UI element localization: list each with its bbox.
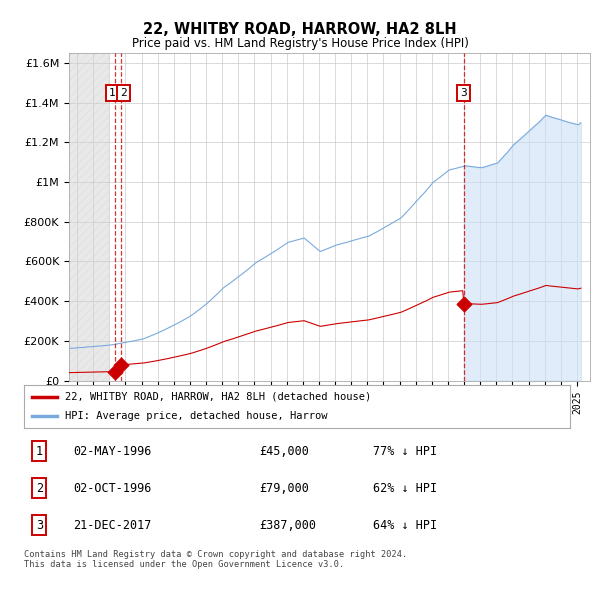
Text: 62% ↓ HPI: 62% ↓ HPI (373, 481, 437, 495)
Text: 22, WHITBY ROAD, HARROW, HA2 8LH: 22, WHITBY ROAD, HARROW, HA2 8LH (143, 22, 457, 37)
Text: £387,000: £387,000 (259, 519, 316, 532)
Text: HPI: Average price, detached house, Harrow: HPI: Average price, detached house, Harr… (65, 411, 328, 421)
Text: 21-DEC-2017: 21-DEC-2017 (73, 519, 152, 532)
Text: 1: 1 (36, 445, 43, 458)
Text: 22, WHITBY ROAD, HARROW, HA2 8LH (detached house): 22, WHITBY ROAD, HARROW, HA2 8LH (detach… (65, 392, 371, 402)
Text: 77% ↓ HPI: 77% ↓ HPI (373, 445, 437, 458)
Point (110, 367, 119, 376)
Text: 3: 3 (460, 88, 467, 98)
Text: Contains HM Land Registry data © Crown copyright and database right 2024.
This d: Contains HM Land Registry data © Crown c… (24, 550, 407, 569)
Text: 1: 1 (109, 88, 116, 98)
Text: Price paid vs. HM Land Registry's House Price Index (HPI): Price paid vs. HM Land Registry's House … (131, 37, 469, 50)
Text: 02-OCT-1996: 02-OCT-1996 (73, 481, 152, 495)
Text: 2: 2 (36, 481, 43, 495)
Text: 02-MAY-1996: 02-MAY-1996 (73, 445, 152, 458)
Text: £79,000: £79,000 (259, 481, 308, 495)
Text: 2: 2 (121, 88, 127, 98)
Point (459, 299, 469, 309)
Bar (69, 53, 109, 381)
Text: 3: 3 (36, 519, 43, 532)
Text: 64% ↓ HPI: 64% ↓ HPI (373, 519, 437, 532)
Text: £45,000: £45,000 (259, 445, 308, 458)
Point (116, 360, 126, 369)
